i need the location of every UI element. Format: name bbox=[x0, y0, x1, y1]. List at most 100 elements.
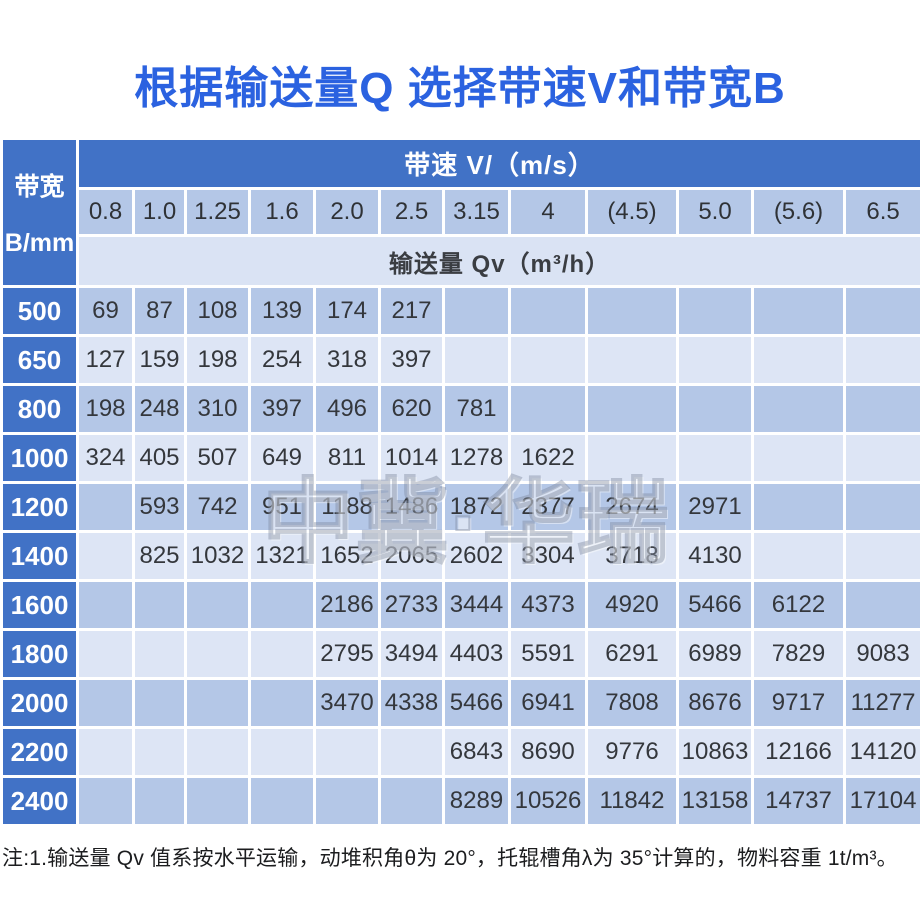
qv-value-cell: 6122 bbox=[751, 579, 846, 631]
qv-value-cell: 8690 bbox=[508, 726, 588, 778]
qv-value-cell: 2602 bbox=[442, 530, 511, 582]
qv-value-cell: 7808 bbox=[585, 677, 679, 729]
qv-value-cell bbox=[442, 334, 511, 386]
belt-width-row-header: 2200 bbox=[0, 726, 79, 778]
qv-value-cell: 2971 bbox=[676, 481, 754, 533]
qv-value-cell: 1321 bbox=[248, 530, 316, 582]
qv-value-cell bbox=[76, 726, 135, 778]
table-row: 1600 2186 2733 3444 4373 4920 5466 6122 bbox=[0, 579, 920, 631]
qv-value-cell bbox=[76, 481, 135, 533]
speed-column-header: 1.0 bbox=[132, 187, 187, 237]
qv-value-cell bbox=[585, 334, 679, 386]
qv-value-cell: 1188 bbox=[313, 481, 381, 533]
qv-value-cell: 742 bbox=[184, 481, 251, 533]
qv-value-cell: 17104 bbox=[842, 775, 920, 827]
qv-value-cell bbox=[585, 432, 679, 484]
speed-column-header: 6.5 bbox=[842, 187, 920, 237]
belt-width-row-header: 1200 bbox=[0, 481, 79, 533]
qv-value-cell bbox=[842, 579, 920, 631]
qv-value-cell bbox=[248, 726, 316, 778]
qv-value-cell bbox=[378, 726, 445, 778]
qv-value-cell bbox=[842, 334, 920, 386]
qv-value-cell bbox=[508, 334, 588, 386]
qv-value-cell: 174 bbox=[313, 285, 381, 337]
corner-header-inner: 带宽 B/mm bbox=[5, 142, 75, 284]
speed-group-header: 带速 V/（m/s） bbox=[75, 137, 920, 190]
footnote: 注:1.输送量 Qv 值系按水平运输，动堆积角θ为 20°，托辊槽角λ为 35°… bbox=[2, 847, 898, 870]
qv-value-cell: 5466 bbox=[676, 579, 754, 631]
table-row: 2200 6843 8690 9776 10863 12166 14120 bbox=[0, 726, 920, 778]
qv-value-cell: 198 bbox=[184, 334, 251, 386]
qv-value-cell: 7829 bbox=[751, 628, 846, 680]
qv-value-cell bbox=[676, 383, 754, 435]
qv-value-cell: 3718 bbox=[585, 530, 679, 582]
qv-value-cell: 10526 bbox=[508, 775, 588, 827]
qv-value-cell: 3444 bbox=[442, 579, 511, 631]
qv-value-cell: 593 bbox=[132, 481, 187, 533]
qv-value-cell: 6941 bbox=[508, 677, 588, 729]
qv-value-cell: 4373 bbox=[508, 579, 588, 631]
qv-value-cell bbox=[76, 775, 135, 827]
qv-value-cell: 248 bbox=[132, 383, 187, 435]
qv-value-cell bbox=[751, 530, 846, 582]
qv-value-cell bbox=[313, 726, 381, 778]
qv-value-cell: 87 bbox=[132, 285, 187, 337]
speed-column-header: 4 bbox=[508, 187, 588, 237]
qv-value-cell: 649 bbox=[248, 432, 316, 484]
qv-value-cell: 159 bbox=[132, 334, 187, 386]
qv-value-cell bbox=[676, 334, 754, 386]
qv-value-cell: 496 bbox=[313, 383, 381, 435]
qv-value-cell: 1278 bbox=[442, 432, 511, 484]
belt-width-row-header: 2400 bbox=[0, 775, 79, 827]
belt-capacity-table: 带宽 B/mm 带速 V/（m/s） 0.8 1.0 1.25 1.6 2.0 2.5 3.… bbox=[0, 137, 920, 827]
qv-value-cell bbox=[184, 628, 251, 680]
belt-width-row-header: 2000 bbox=[0, 677, 79, 729]
speed-column-header: 2.0 bbox=[313, 187, 381, 237]
qv-value-cell: 951 bbox=[248, 481, 316, 533]
speed-column-header: 1.25 bbox=[184, 187, 251, 237]
qv-value-cell: 217 bbox=[378, 285, 445, 337]
qv-value-cell: 9776 bbox=[585, 726, 679, 778]
qv-value-cell: 139 bbox=[248, 285, 316, 337]
speed-column-header: (5.6) bbox=[751, 187, 846, 237]
qv-value-cell: 14737 bbox=[751, 775, 846, 827]
qv-value-cell bbox=[132, 579, 187, 631]
qv-value-cell bbox=[585, 383, 679, 435]
qv-value-cell: 10863 bbox=[676, 726, 754, 778]
qv-value-cell bbox=[842, 285, 920, 337]
table-row: 1400 825 1032 1321 1652 2065 2602 3304 3718 4130 bbox=[0, 530, 920, 582]
qv-value-cell: 13158 bbox=[676, 775, 754, 827]
belt-width-row-header: 1000 bbox=[0, 432, 79, 484]
qv-value-cell: 6989 bbox=[676, 628, 754, 680]
qv-value-cell bbox=[76, 628, 135, 680]
qv-value-cell bbox=[508, 383, 588, 435]
qv-value-cell: 397 bbox=[248, 383, 316, 435]
speed-column-header: (4.5) bbox=[585, 187, 679, 237]
speed-column-header: 5.0 bbox=[676, 187, 754, 237]
qv-value-cell bbox=[76, 579, 135, 631]
speed-group-row: 带宽 B/mm 带速 V/（m/s） bbox=[0, 137, 920, 288]
qv-value-cell bbox=[132, 775, 187, 827]
table-row: 1200 593 742 951 1188 1486 1872 2377 2674 2971 bbox=[0, 481, 920, 533]
qv-value-cell bbox=[508, 285, 588, 337]
qv-value-cell: 405 bbox=[132, 432, 187, 484]
qv-value-cell bbox=[248, 628, 316, 680]
qv-value-cell: 2795 bbox=[313, 628, 381, 680]
qv-value-cell: 324 bbox=[76, 432, 135, 484]
table-header: 带宽 B/mm 带速 V/（m/s） 0.8 1.0 1.25 1.6 2.0 2.5 3.… bbox=[0, 137, 920, 288]
qv-value-cell: 397 bbox=[378, 334, 445, 386]
belt-width-row-header: 500 bbox=[0, 285, 79, 337]
qv-value-cell bbox=[378, 775, 445, 827]
qv-value-cell: 4338 bbox=[378, 677, 445, 729]
qv-value-cell: 3470 bbox=[313, 677, 381, 729]
qv-value-cell: 1486 bbox=[378, 481, 445, 533]
qv-value-cell: 2733 bbox=[378, 579, 445, 631]
qv-value-cell: 11277 bbox=[842, 677, 920, 729]
qv-group-header: 输送量 Qv（m³/h） bbox=[75, 234, 920, 288]
belt-width-row-header: 1800 bbox=[0, 628, 79, 680]
belt-width-row-header: 1400 bbox=[0, 530, 79, 582]
qv-value-cell bbox=[132, 726, 187, 778]
qv-value-cell: 12166 bbox=[751, 726, 846, 778]
qv-value-cell: 9717 bbox=[751, 677, 846, 729]
speed-column-header: 0.8 bbox=[76, 187, 135, 237]
